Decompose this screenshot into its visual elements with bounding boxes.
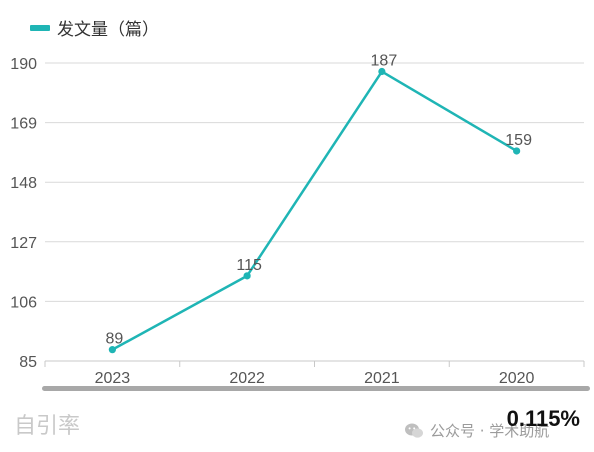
- data-label: 187: [371, 53, 398, 70]
- legend-swatch: [30, 25, 50, 31]
- data-point: [513, 147, 521, 155]
- data-label: 159: [505, 132, 532, 149]
- self-citation-value: 0.115%: [506, 406, 580, 431]
- x-tick-label: 2023: [95, 370, 131, 387]
- line-chart: 190 169 148 127 106 85 2023 2022 2021 2020 发文量（篇…: [10, 20, 590, 391]
- y-axis-ticks: 190 169 148 127 106 85: [10, 56, 37, 371]
- watermark: 公众号 · 学术助航: [404, 420, 549, 441]
- data-labels: 89 115 187 159: [105, 53, 532, 348]
- data-point: [243, 272, 251, 280]
- self-citation-label: 自引率: [14, 414, 81, 439]
- series-line: [111, 70, 518, 351]
- grid-lines: [45, 62, 584, 362]
- legend: 发文量（篇）: [30, 20, 159, 40]
- legend-label: 发文量（篇）: [57, 20, 159, 40]
- x-axis-ticks: 2023 2022 2021 2020: [42, 361, 590, 391]
- y-tick-label: 127: [10, 235, 37, 252]
- data-point: [108, 346, 116, 354]
- data-label: 89: [105, 331, 123, 348]
- x-tick-label: 2022: [229, 370, 265, 387]
- y-tick-label: 148: [10, 175, 37, 192]
- data-points: [108, 67, 521, 354]
- y-tick-label: 106: [10, 294, 37, 311]
- y-tick-label: 85: [19, 354, 37, 371]
- y-tick-label: 169: [10, 116, 37, 133]
- series-line: [111, 70, 518, 351]
- scroll-bar: [42, 386, 590, 391]
- y-tick-label: 190: [10, 56, 37, 73]
- data-point: [378, 67, 386, 76]
- wechat-icon: [405, 423, 423, 438]
- x-tick-label: 2021: [364, 370, 400, 387]
- x-tick-label: 2020: [499, 370, 535, 387]
- watermark-text: 公众号 · 学术助航: [430, 422, 550, 440]
- data-label: 115: [236, 257, 262, 274]
